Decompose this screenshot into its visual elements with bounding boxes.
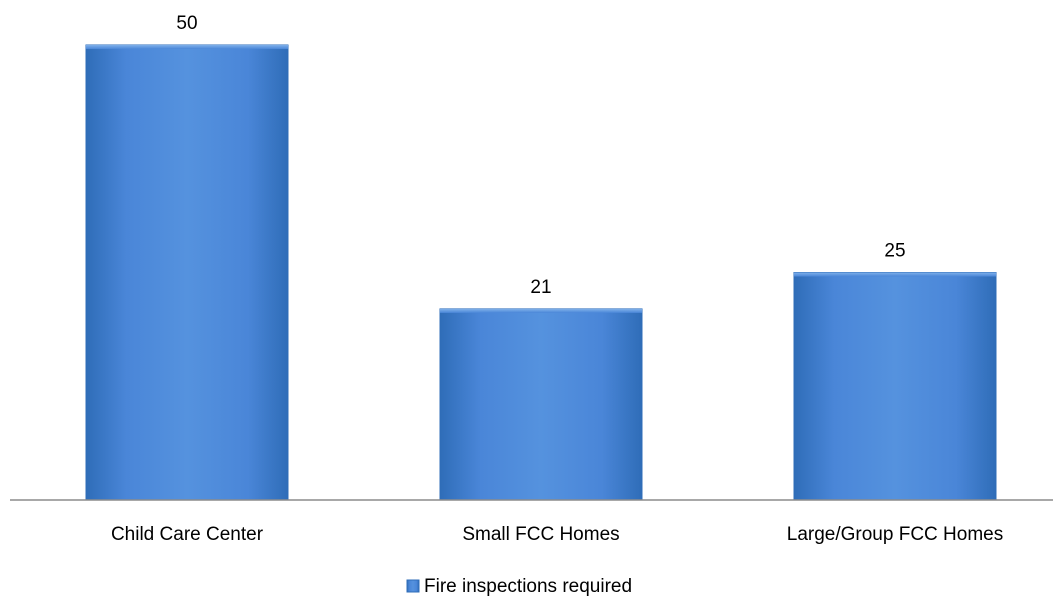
data-label-2: 25 [884,241,905,262]
x-tick-labels-group: Child Care Center Small FCC Homes Large/Gr… [111,524,1003,545]
bar-top-highlight-0 [86,45,288,49]
data-label-1: 21 [530,277,551,298]
bar-2 [793,272,997,501]
x-tick-label-0: Child Care Center [111,524,264,545]
bar-1 [439,308,643,501]
legend: Fire inspections required [406,576,632,597]
legend-swatch [406,579,420,593]
bar-top-highlight-1 [440,308,642,313]
bar-top-highlight-2 [794,272,996,277]
data-labels-group: 50 21 25 [176,13,905,298]
bars-group [85,44,997,501]
legend-label: Fire inspections required [424,576,632,597]
bar-0 [85,44,289,501]
x-tick-label-2: Large/Group FCC Homes [787,524,1003,545]
data-label-0: 50 [176,13,197,34]
x-tick-label-1: Small FCC Homes [462,524,619,545]
